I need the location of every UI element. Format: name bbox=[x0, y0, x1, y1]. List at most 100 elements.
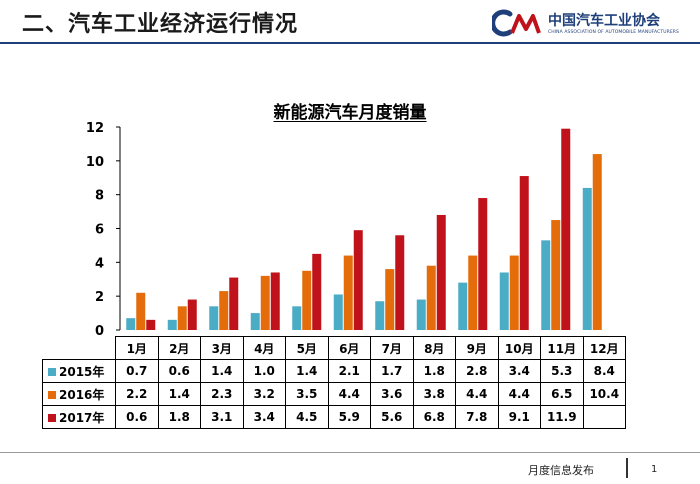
table-header-row: 1月 2月 3月 4月 5月 6月 7月 8月 9月 10月 11月 12月 bbox=[42, 336, 626, 360]
bar-2015年-5月 bbox=[292, 306, 302, 330]
series-name: 2017年 bbox=[59, 410, 105, 425]
footer-text: 月度信息发布 bbox=[528, 464, 594, 477]
bar-2017年-7月 bbox=[395, 235, 405, 330]
page-number: 1 bbox=[651, 464, 658, 475]
y-tick-label: 0 bbox=[95, 324, 104, 339]
bar-2016年-3月 bbox=[219, 291, 229, 330]
bar-2015年-6月 bbox=[333, 294, 343, 330]
data-label bbox=[582, 405, 626, 429]
data-label: 1.7 bbox=[370, 359, 414, 383]
bar-2017年-4月 bbox=[270, 272, 280, 330]
data-label: 11.9 bbox=[540, 405, 584, 429]
data-label: 9.1 bbox=[497, 405, 541, 429]
legend-key bbox=[48, 391, 56, 399]
table-row: 2015年 0.7 0.6 1.4 1.0 1.4 2.1 1.7 1.8 2.8 3.4 5.3 8.… bbox=[42, 359, 626, 383]
series-name: 2015年 bbox=[59, 364, 105, 379]
header-rule bbox=[0, 42, 700, 44]
bar-2016年-4月 bbox=[260, 275, 270, 330]
data-label: 2.3 bbox=[200, 382, 244, 406]
bar-2017年-1月 bbox=[146, 319, 156, 330]
bar-2016年-6月 bbox=[343, 255, 353, 330]
data-label: 4.4 bbox=[497, 382, 541, 406]
data-label: 5.9 bbox=[327, 405, 371, 429]
x-tick-label: 11月 bbox=[540, 336, 584, 360]
data-label: 3.5 bbox=[285, 382, 329, 406]
data-label: 0.6 bbox=[115, 405, 159, 429]
table-corner bbox=[42, 336, 116, 360]
logo-name-en: CHINA ASSOCIATION OF AUTOMOBILE MANUFACT… bbox=[548, 30, 679, 35]
x-tick-label: 4月 bbox=[242, 336, 286, 360]
bar-2015年-4月 bbox=[250, 313, 260, 330]
bar-2015年-8月 bbox=[416, 299, 426, 330]
bar-2015年-11月 bbox=[541, 240, 551, 330]
data-label: 8.4 bbox=[582, 359, 626, 383]
x-tick-label: 5月 bbox=[285, 336, 329, 360]
data-label: 6.5 bbox=[540, 382, 584, 406]
data-label: 5.6 bbox=[370, 405, 414, 429]
data-label: 0.7 bbox=[115, 359, 159, 383]
slide-title: 二、汽车工业经济运行情况 bbox=[22, 12, 299, 37]
bar-2016年-2月 bbox=[177, 306, 187, 330]
y-tick-label: 8 bbox=[95, 189, 104, 204]
table-row: 2016年 2.2 1.4 2.3 3.2 3.5 4.4 3.6 3.8 4.4 4.4 6.5 10… bbox=[42, 382, 626, 406]
bar-2017年-10月 bbox=[519, 176, 529, 330]
data-label: 3.4 bbox=[497, 359, 541, 383]
x-tick-label: 2月 bbox=[157, 336, 201, 360]
y-tick-label: 6 bbox=[95, 223, 104, 238]
bar-2016年-8月 bbox=[426, 265, 436, 330]
x-tick-label: 8月 bbox=[412, 336, 456, 360]
bar-2017年-3月 bbox=[229, 277, 239, 330]
bar-2015年-9月 bbox=[458, 282, 468, 330]
data-label: 4.4 bbox=[327, 382, 371, 406]
cm-logo-icon bbox=[492, 9, 541, 37]
bar-2017年-6月 bbox=[353, 230, 363, 330]
x-tick-label: 10月 bbox=[497, 336, 541, 360]
bar-2016年-1月 bbox=[136, 292, 146, 330]
x-tick-label: 3月 bbox=[200, 336, 244, 360]
bar-2017年-2月 bbox=[187, 299, 197, 330]
bar-2016年-7月 bbox=[385, 269, 395, 330]
legend-key bbox=[48, 414, 56, 422]
legend-entry: 2017年 bbox=[42, 405, 116, 429]
table-row: 2017年 0.6 1.8 3.1 3.4 4.5 5.9 5.6 6.8 7.8 9.1 11.9 bbox=[42, 405, 626, 429]
data-label: 1.8 bbox=[157, 405, 201, 429]
x-tick-label: 12月 bbox=[582, 336, 626, 360]
data-label: 10.4 bbox=[582, 382, 626, 406]
x-tick-label: 6月 bbox=[327, 336, 371, 360]
data-label: 3.6 bbox=[370, 382, 414, 406]
bar-2017年-9月 bbox=[478, 198, 488, 330]
bar-2015年-1月 bbox=[126, 318, 136, 330]
data-label: 7.8 bbox=[455, 405, 499, 429]
bar-2017年-5月 bbox=[312, 253, 322, 330]
bar-2016年-11月 bbox=[551, 220, 561, 330]
data-label: 1.4 bbox=[285, 359, 329, 383]
y-tick-label: 10 bbox=[86, 155, 104, 170]
data-label: 3.8 bbox=[412, 382, 456, 406]
data-label: 0.6 bbox=[157, 359, 201, 383]
x-tick-label: 7月 bbox=[370, 336, 414, 360]
association-logo: 中国汽车工业协会 CHINA ASSOCIATION OF AUTOMOBILE… bbox=[492, 8, 692, 40]
y-tick-label: 4 bbox=[95, 256, 104, 271]
legend-key bbox=[48, 368, 56, 376]
bar-2016年-10月 bbox=[509, 255, 519, 330]
bar-2015年-10月 bbox=[499, 272, 509, 330]
data-label: 3.2 bbox=[242, 382, 286, 406]
footer-rule bbox=[0, 452, 700, 453]
x-tick-label: 1月 bbox=[115, 336, 159, 360]
bar-2017年-8月 bbox=[436, 214, 446, 330]
y-tick-label: 2 bbox=[95, 290, 104, 305]
data-label: 4.4 bbox=[455, 382, 499, 406]
data-label: 2.8 bbox=[455, 359, 499, 383]
logo-name-cn: 中国汽车工业协会 bbox=[548, 13, 660, 29]
bar-2016年-9月 bbox=[468, 255, 478, 330]
legend-entry: 2016年 bbox=[42, 382, 116, 406]
bar-2016年-5月 bbox=[302, 270, 312, 330]
data-label: 2.1 bbox=[327, 359, 371, 383]
data-label: 3.4 bbox=[242, 405, 286, 429]
bar-2015年-7月 bbox=[375, 301, 385, 330]
data-label: 1.0 bbox=[242, 359, 286, 383]
data-label: 1.4 bbox=[157, 382, 201, 406]
x-tick-label: 9月 bbox=[455, 336, 499, 360]
data-table: 1月 2月 3月 4月 5月 6月 7月 8月 9月 10月 11月 12月 2015年 0.7 0.6 1.… bbox=[42, 336, 626, 429]
series-name: 2016年 bbox=[59, 387, 105, 402]
